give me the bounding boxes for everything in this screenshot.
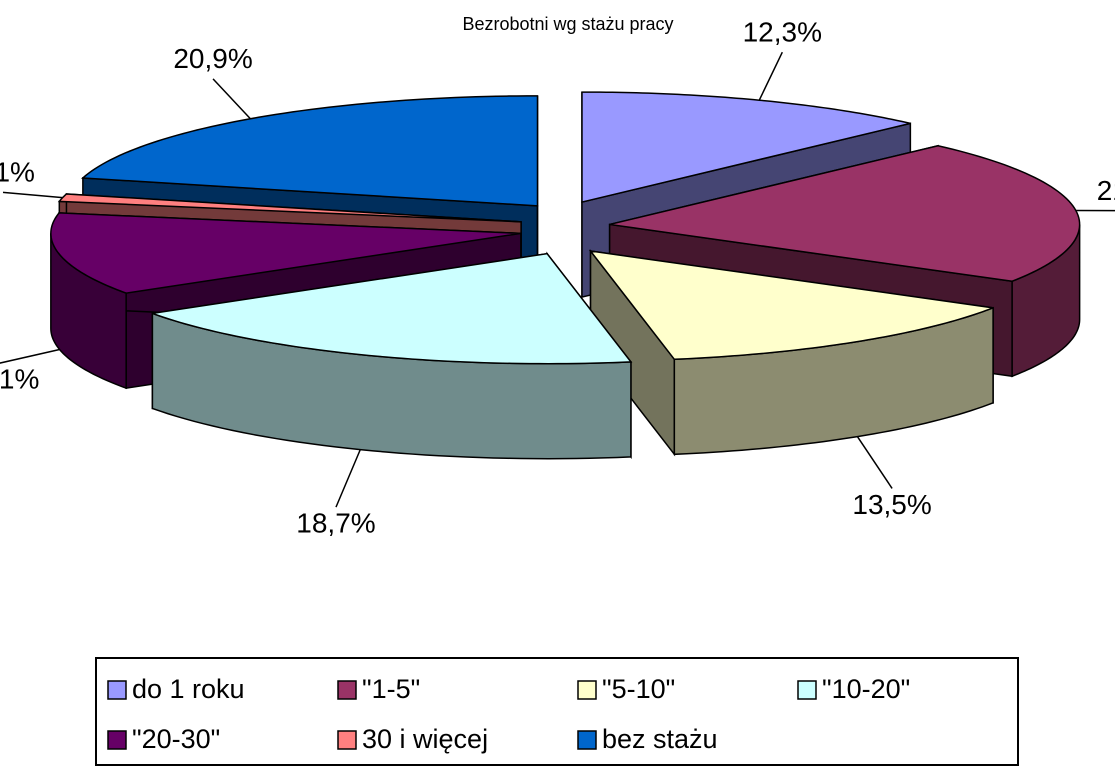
- legend-swatch: [577, 680, 597, 700]
- legend-label: "10-20": [822, 674, 910, 704]
- legend-label: bez stażu: [602, 724, 718, 754]
- legend-label: "20-30": [132, 724, 220, 754]
- legend-swatch: [337, 730, 357, 750]
- data-label: 18,7%: [296, 508, 375, 539]
- leader-line: [758, 51, 783, 101]
- data-label: 12,3%: [743, 17, 822, 48]
- data-label: 21,3%: [1097, 175, 1115, 206]
- legend-swatch: [797, 680, 817, 700]
- legend-label: do 1 roku: [132, 674, 245, 704]
- legend-swatch: [107, 730, 127, 750]
- leader-line: [335, 449, 361, 508]
- data-label: 12,1%: [0, 364, 39, 395]
- chart-title: Bezrobotni wg stażu pracy: [462, 14, 673, 34]
- legend-label: 30 i więcej: [362, 724, 488, 754]
- legend-box: [95, 657, 1019, 766]
- leader-line: [2, 191, 63, 199]
- slice-top: [588, 250, 994, 361]
- legend-label: "1-5": [362, 674, 420, 704]
- legend-swatch: [577, 730, 597, 750]
- data-label: 13,5%: [852, 489, 931, 520]
- legend-swatch: [107, 680, 127, 700]
- leader-line: [856, 436, 893, 489]
- data-label: 20,9%: [173, 43, 252, 74]
- slice-top: [50, 212, 521, 294]
- leader-line: [212, 78, 251, 120]
- legend-label: "5-10": [602, 674, 675, 704]
- data-label: 1,1%: [0, 157, 35, 188]
- legend-swatch: [337, 680, 357, 700]
- leader-line: [0, 348, 60, 364]
- slice: [151, 251, 633, 460]
- slice: [588, 248, 994, 457]
- slice-top: [152, 252, 633, 365]
